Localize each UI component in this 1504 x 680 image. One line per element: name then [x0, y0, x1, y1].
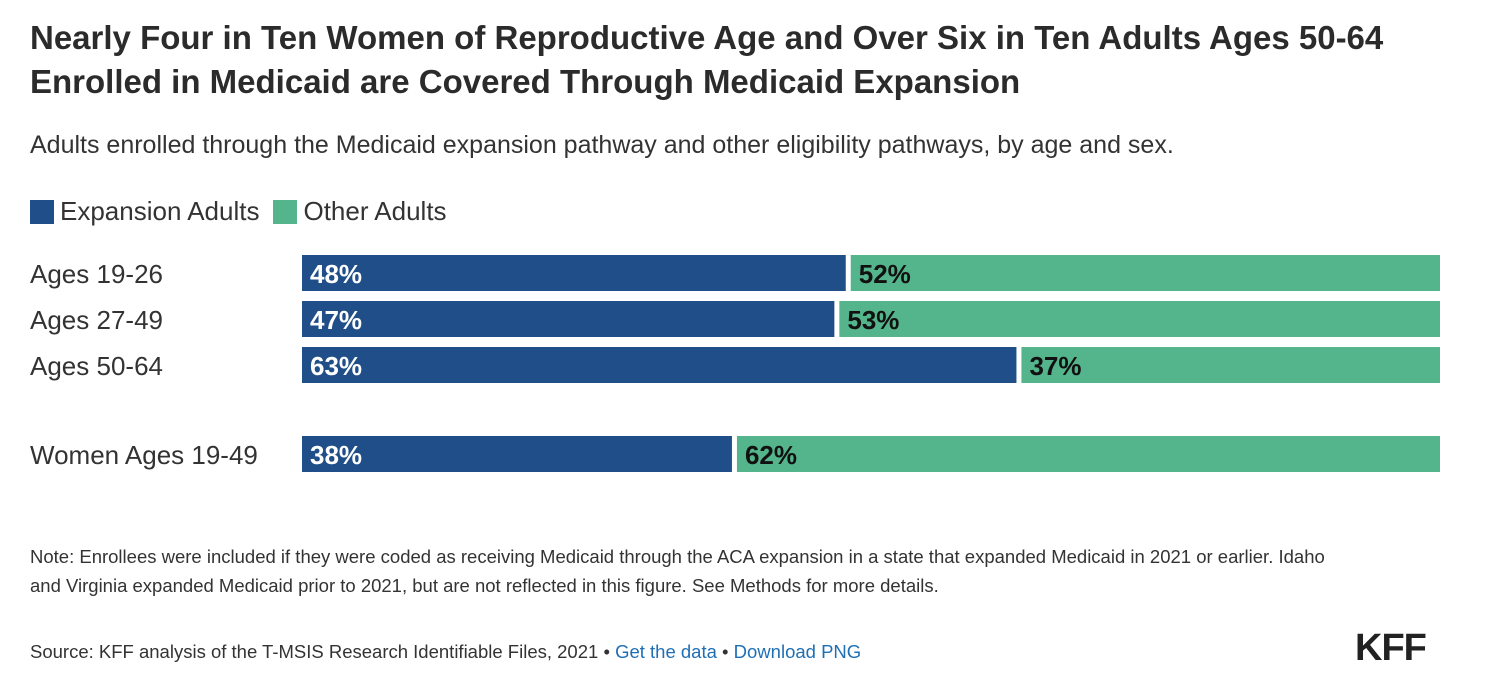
category-label-ages-27-49: Ages 27-49 [30, 305, 163, 335]
data-label-expansion-ages-19-26: 48% [310, 259, 362, 289]
data-label-other-women-ages-19-49: 62% [745, 440, 797, 470]
bar-expansion-ages-27-49[interactable] [302, 301, 835, 337]
legend-swatch-other [273, 199, 298, 224]
category-label-ages-19-26: Ages 19-26 [30, 259, 163, 289]
source-separator: • [722, 641, 729, 662]
download-png-link[interactable]: Download PNG [733, 641, 862, 662]
data-label-other-ages-50-64: 37% [1029, 351, 1081, 381]
data-label-other-ages-19-26: 52% [859, 259, 911, 289]
bar-expansion-women-ages-19-49[interactable] [302, 436, 732, 472]
chart-title: Nearly Four in Ten Women of Reproductive… [30, 19, 1384, 100]
bar-expansion-ages-50-64[interactable] [302, 347, 1017, 383]
bar-other-women-ages-19-49[interactable] [736, 436, 1440, 472]
chart-note: Note: Enrollees were included if they we… [30, 546, 1325, 596]
stacked-bar-chart: Ages 19-26 48% 52% Ages 27-49 47% 53% Ages 50-… [30, 255, 1440, 472]
chart-subtitle: Adults enrolled through the Medicaid exp… [30, 131, 1174, 159]
data-label-expansion-ages-27-49: 47% [310, 305, 362, 335]
source-separator: • [603, 641, 610, 662]
data-label-other-ages-27-49: 53% [847, 305, 899, 335]
bar-other-ages-19-26[interactable] [850, 255, 1440, 291]
legend-item-expansion: Expansion Adults [30, 196, 259, 227]
legend-label-other: Other Adults [303, 196, 447, 226]
data-label-expansion-women-ages-19-49: 38% [310, 440, 362, 470]
data-label-expansion-ages-50-64: 63% [310, 351, 362, 381]
category-label-ages-50-64: Ages 50-64 [30, 351, 163, 381]
bar-other-ages-50-64[interactable] [1021, 347, 1440, 383]
category-label-women-ages-19-49: Women Ages 19-49 [30, 440, 258, 470]
legend-label-expansion: Expansion Adults [60, 196, 260, 226]
legend-item-other: Other Adults [273, 196, 447, 227]
legend-swatch-expansion [30, 199, 54, 224]
get-data-link[interactable]: Get the data [615, 641, 717, 662]
bar-other-ages-27-49[interactable] [839, 301, 1440, 337]
kff-logo: KFF [1355, 627, 1427, 669]
source-text: Source: KFF analysis of the T-MSIS Resea… [30, 641, 599, 662]
source-line: Source: KFF analysis of the T-MSIS Resea… [30, 641, 861, 663]
bar-expansion-ages-19-26[interactable] [302, 255, 846, 291]
legend: Expansion Adults Other Adults [30, 196, 461, 227]
